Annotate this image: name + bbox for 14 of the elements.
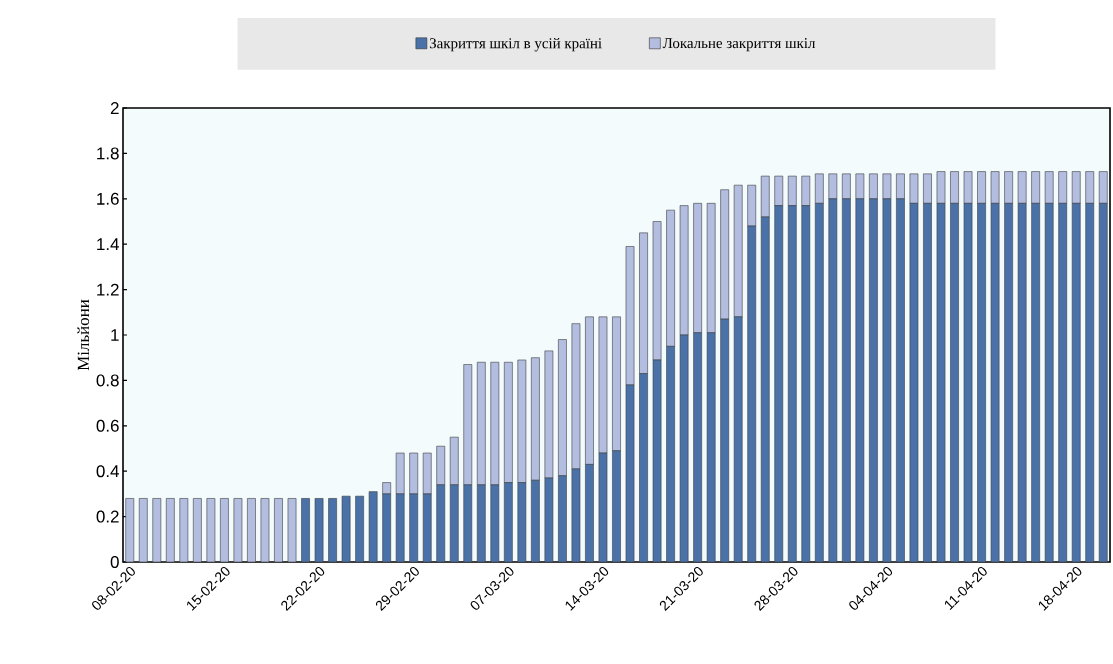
y-tick-label: 1: [111, 329, 119, 341]
y-tick-label: 1.8: [97, 147, 119, 160]
y-tick-label: 1.6: [97, 192, 119, 205]
y-tick-label: 1.2: [97, 283, 119, 296]
y-tick-label: 0.4: [96, 465, 119, 478]
y-tick-label: 0.8: [96, 374, 119, 387]
y-tick-label: 0: [110, 556, 119, 568]
legend-label: Локальне закриття шкіл: [662, 38, 816, 52]
legend-label: Закриття шкіл в усій країні: [429, 37, 602, 52]
y-tick-label: 2: [110, 102, 119, 114]
y-tick-label: 0.6: [96, 419, 119, 432]
y-tick-label: 1.4: [97, 238, 119, 251]
y-tick-label: 0.2: [96, 510, 119, 523]
y-axis-title: Мільйони: [77, 299, 90, 371]
